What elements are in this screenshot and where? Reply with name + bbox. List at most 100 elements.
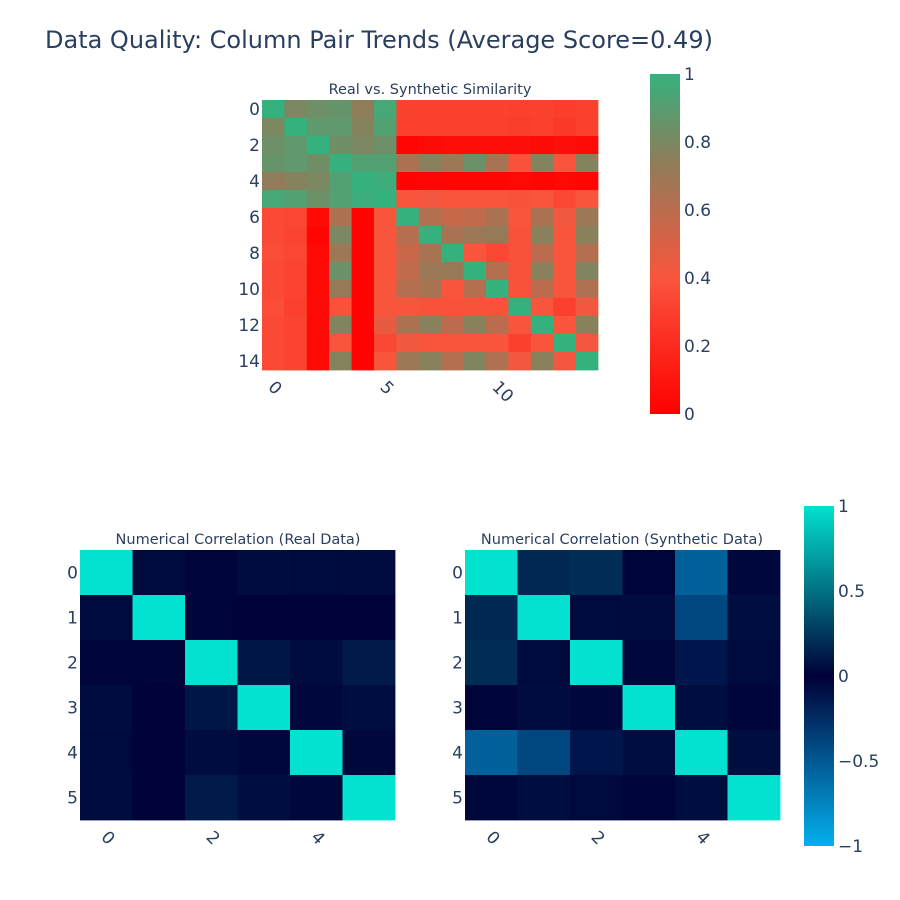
similarity-cell — [575, 100, 599, 119]
similarity-cell — [508, 190, 532, 209]
similarity-cell — [486, 172, 509, 191]
real-correlation-cell — [80, 775, 133, 821]
similarity-cell — [575, 208, 599, 227]
synthetic-correlation-x-tick-label: 4 — [692, 827, 714, 849]
similarity-cell — [486, 298, 509, 317]
similarity-y-tick-label: 6 — [249, 208, 260, 228]
similarity-cell — [329, 298, 352, 317]
similarity-colorbar-tick-label: 0.8 — [684, 133, 711, 153]
similarity-cell — [374, 226, 397, 245]
similarity-cell — [508, 334, 532, 353]
similarity-cell — [396, 172, 420, 191]
synthetic-correlation-y-tick-label: 2 — [452, 654, 463, 674]
similarity-cell — [508, 280, 532, 299]
synthetic-correlation-y-tick-label: 5 — [452, 789, 463, 809]
similarity-cell — [306, 208, 330, 227]
similarity-cell — [329, 100, 352, 119]
similarity-cell — [374, 190, 397, 209]
similarity-cell — [575, 334, 599, 353]
synthetic-correlation-cell — [675, 595, 728, 641]
real-correlation-cell — [290, 775, 343, 821]
synthetic-correlation-cell — [727, 685, 781, 731]
real-correlation-cell — [342, 550, 396, 596]
similarity-cell — [374, 334, 397, 353]
similarity-cell — [486, 154, 509, 173]
similarity-cell — [508, 154, 532, 173]
similarity-y-tick-label: 14 — [238, 352, 260, 372]
similarity-cell — [351, 154, 375, 173]
correlation-colorbar-tick-label: 0 — [838, 667, 849, 687]
similarity-cell — [329, 118, 352, 137]
similarity-cell — [530, 352, 554, 371]
real-correlation-cell — [185, 640, 238, 686]
similarity-cell — [396, 244, 420, 263]
real-correlation-cell — [342, 595, 396, 641]
real-correlation-cell — [185, 685, 238, 731]
real-correlation-cell — [290, 550, 343, 596]
similarity-cell — [530, 172, 554, 191]
similarity-cell — [374, 262, 397, 281]
real-correlation-cell — [80, 640, 133, 686]
similarity-cell — [329, 172, 352, 191]
similarity-cell — [284, 154, 308, 173]
similarity-cell — [575, 262, 599, 281]
similarity-cell — [396, 280, 420, 299]
similarity-cell — [284, 280, 308, 299]
synthetic-correlation-cell — [517, 730, 571, 776]
similarity-cell — [306, 226, 330, 245]
similarity-cell — [284, 190, 308, 209]
similarity-cell — [396, 226, 420, 245]
similarity-cell — [463, 280, 487, 299]
similarity-cell — [441, 172, 464, 191]
similarity-cell — [463, 118, 487, 137]
similarity-cell — [262, 154, 285, 173]
similarity-cell — [418, 100, 442, 119]
similarity-cell — [463, 244, 487, 263]
real-correlation-y-tick-label: 0 — [67, 564, 78, 584]
similarity-cell — [486, 136, 509, 155]
similarity-cell — [441, 334, 464, 353]
similarity-cell — [351, 190, 375, 209]
synthetic-correlation-cell — [570, 550, 623, 596]
similarity-cell — [284, 172, 308, 191]
similarity-cell — [284, 262, 308, 281]
similarity-cell — [441, 190, 464, 209]
similarity-cell — [396, 154, 420, 173]
similarity-cell — [486, 190, 509, 209]
similarity-cell — [530, 136, 554, 155]
real-correlation-cell — [237, 685, 291, 731]
real-correlation-cell — [342, 775, 396, 821]
real-correlation-y-tick-label: 2 — [67, 654, 78, 674]
similarity-cell — [374, 154, 397, 173]
similarity-cell — [418, 298, 442, 317]
similarity-cell — [441, 244, 464, 263]
real-correlation-cell — [185, 595, 238, 641]
correlation-colorbar-gradient — [804, 506, 834, 846]
similarity-colorbar-tick-label: 1 — [684, 65, 695, 85]
similarity-cell — [553, 172, 576, 191]
similarity-cell — [262, 316, 285, 335]
similarity-cell — [374, 352, 397, 371]
similarity-cell — [575, 280, 599, 299]
similarity-cell — [553, 280, 576, 299]
similarity-cell — [351, 262, 375, 281]
similarity-cell — [441, 208, 464, 227]
similarity-cell — [463, 316, 487, 335]
similarity-colorbar: 0 0.2 0.4 0.6 0.8 1 — [650, 65, 711, 425]
similarity-cell — [351, 298, 375, 317]
similarity-cell — [508, 352, 532, 371]
similarity-cell — [329, 226, 352, 245]
correlation-colorbar-tick-label: 0.5 — [838, 582, 865, 602]
similarity-cell — [508, 262, 532, 281]
similarity-cell — [463, 136, 487, 155]
similarity-cell — [351, 100, 375, 119]
synthetic-correlation-cell — [622, 730, 676, 776]
similarity-heatmap-title: Real vs. Synthetic Similarity — [329, 82, 532, 98]
similarity-cell — [463, 190, 487, 209]
similarity-cell — [284, 226, 308, 245]
similarity-cell — [441, 262, 464, 281]
similarity-cell — [418, 262, 442, 281]
